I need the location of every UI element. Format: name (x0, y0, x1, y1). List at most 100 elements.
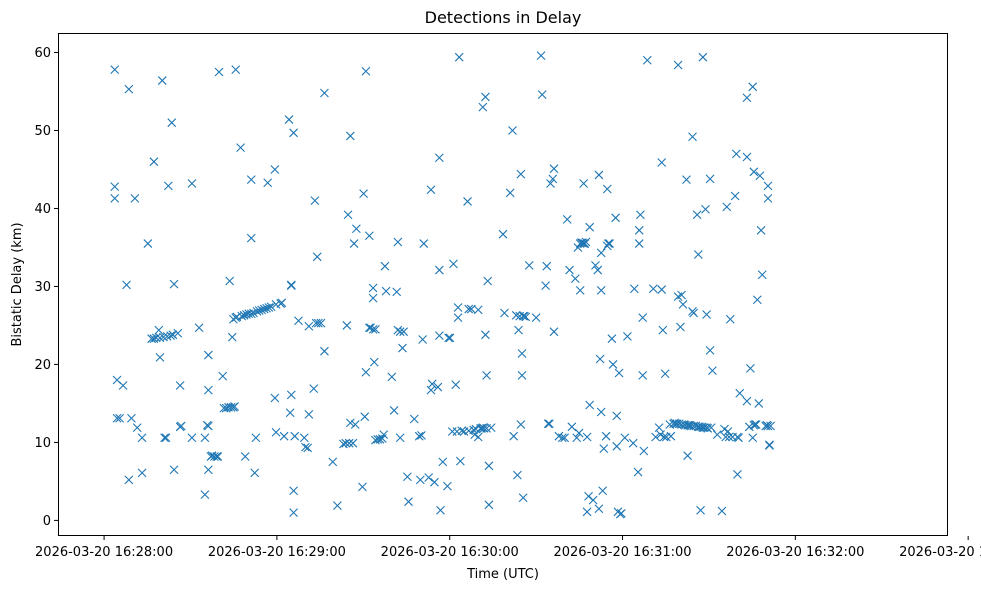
data-point (594, 170, 604, 180)
data-point (299, 433, 309, 443)
data-point (203, 385, 213, 395)
data-point (252, 307, 262, 316)
data-point (498, 229, 508, 239)
data-point (250, 468, 260, 478)
data-point (746, 363, 755, 373)
x-tick-label: 2026-03-20 16:33:00 (899, 545, 981, 560)
data-point (596, 407, 606, 417)
points-layer (110, 51, 775, 519)
data-point (151, 333, 161, 343)
data-point (629, 284, 639, 294)
data-point (763, 421, 773, 431)
data-point (765, 440, 774, 450)
data-point (481, 92, 490, 102)
data-point (436, 505, 445, 515)
data-point (434, 153, 444, 163)
data-point (531, 313, 541, 323)
data-point (754, 399, 764, 408)
data-point (483, 276, 493, 286)
data-point (433, 382, 443, 392)
data-point (689, 308, 699, 318)
data-point (124, 475, 134, 485)
y-tick-label: 40 (34, 202, 51, 217)
data-point (348, 438, 358, 448)
data-point (266, 302, 276, 312)
data-point (227, 332, 237, 342)
data-point (426, 185, 436, 195)
data-point (712, 430, 722, 440)
data-point (118, 381, 128, 390)
data-point (616, 508, 626, 518)
data-point (594, 504, 604, 514)
data-point (304, 321, 314, 331)
data-point (270, 393, 280, 403)
data-point (159, 332, 168, 342)
data-point (239, 310, 249, 320)
y-axis-ticks: 0 10 20 30 40 50 60 (34, 46, 58, 529)
data-point (395, 433, 405, 443)
data-point (765, 441, 774, 450)
data-point (200, 490, 210, 500)
data-point (657, 158, 667, 167)
data-point (395, 327, 405, 337)
data-point (730, 191, 740, 201)
data-point (286, 281, 296, 291)
data-point (638, 313, 648, 323)
data-point (254, 306, 264, 316)
data-point (162, 331, 172, 341)
data-point (453, 303, 463, 312)
data-point (259, 304, 269, 314)
data-point (722, 202, 732, 212)
data-point (320, 346, 329, 356)
data-point (230, 402, 239, 411)
data-point (137, 433, 147, 443)
data-point (513, 470, 522, 480)
data-point (393, 237, 403, 247)
data-point (434, 265, 444, 275)
data-point (591, 261, 600, 270)
data-point (464, 304, 474, 314)
data-point (678, 299, 688, 309)
data-point (574, 428, 584, 438)
data-point (692, 210, 702, 220)
data-point (443, 481, 452, 491)
data-point (605, 239, 614, 248)
x-tick-label: 2026-03-20 16:30:00 (381, 545, 519, 560)
data-point (214, 67, 224, 77)
data-point (752, 295, 762, 305)
data-point (257, 305, 267, 315)
data-point (557, 433, 567, 443)
data-point (612, 441, 622, 451)
data-point (751, 420, 761, 429)
data-point (595, 354, 605, 364)
data-point (717, 506, 727, 516)
data-point (277, 298, 287, 308)
x-tick-label: 2026-03-20 16:31:00 (553, 545, 691, 560)
data-point (294, 316, 303, 326)
data-point (361, 66, 371, 76)
data-point (723, 427, 733, 436)
data-point (284, 115, 294, 124)
data-point (161, 433, 171, 443)
data-point (328, 457, 338, 467)
data-point (262, 303, 271, 313)
data-point (654, 423, 664, 432)
data-point (744, 422, 754, 432)
data-point (169, 465, 179, 475)
data-point (750, 420, 760, 429)
data-point (463, 197, 472, 206)
data-point (409, 414, 419, 424)
data-point (638, 370, 648, 380)
data-point (755, 171, 765, 181)
data-point (453, 313, 463, 323)
data-point (166, 331, 176, 340)
data-point (518, 311, 528, 321)
y-axis-label: Bistatic Delay (km) (10, 222, 25, 346)
data-point (143, 239, 153, 248)
data-point (702, 310, 712, 319)
data-point (122, 280, 131, 290)
data-point (546, 179, 555, 188)
data-point (352, 224, 361, 234)
data-point (345, 418, 355, 428)
data-point (389, 406, 399, 415)
